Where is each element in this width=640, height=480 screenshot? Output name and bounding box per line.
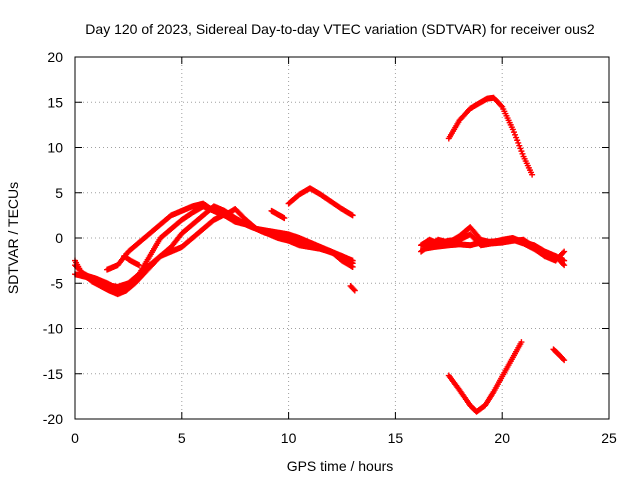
y-tick-label: 20	[47, 49, 63, 65]
data-point	[560, 356, 567, 363]
data-point	[519, 150, 526, 157]
series-arc-g	[285, 185, 356, 219]
data-point	[561, 357, 568, 364]
axis-ticks: 0 5 10 15 20 25 -20 -15 -10 -5 0 5 10 15 20	[43, 49, 617, 446]
data-point	[264, 230, 271, 237]
y-axis-label: SDTVAR / TECUs	[5, 182, 21, 294]
data-point	[510, 129, 517, 136]
data-point	[509, 126, 516, 133]
data-point	[351, 287, 358, 294]
series-arc-n	[550, 346, 568, 364]
y-tick-label: -20	[43, 411, 63, 427]
data-point	[136, 262, 143, 269]
grid	[75, 57, 609, 419]
series-arc-d	[104, 200, 271, 273]
series-arc-c	[72, 211, 356, 290]
y-tick-label: -10	[43, 321, 63, 337]
data-point	[498, 102, 505, 109]
x-tick-label: 10	[281, 430, 297, 446]
data-point	[349, 212, 356, 219]
series-arc-f	[268, 207, 288, 222]
plot-frame	[74, 56, 610, 420]
y-tick-label: 10	[47, 140, 63, 156]
series-arc-h	[347, 282, 358, 294]
chart-title: Day 120 of 2023, Sidereal Day-to-day VTE…	[85, 21, 595, 37]
x-tick-label: 15	[388, 430, 404, 446]
x-tick-label: 20	[494, 430, 510, 446]
y-tick-label: -15	[43, 366, 63, 382]
series-arc-e	[121, 253, 143, 269]
data-point	[349, 263, 356, 270]
data-point	[516, 142, 523, 149]
data-point	[513, 134, 520, 141]
series-arc-l	[445, 94, 536, 178]
data-point	[561, 262, 568, 269]
series-arc-k	[420, 236, 568, 269]
data-point	[281, 215, 288, 222]
series-arc-m	[445, 339, 525, 415]
y-tick-label: 0	[55, 230, 63, 246]
y-tick-label: -5	[51, 275, 64, 291]
data-point	[518, 148, 525, 155]
data-point	[514, 137, 521, 144]
x-tick-label: 5	[178, 430, 186, 446]
x-axis-label: GPS time / hours	[287, 458, 394, 474]
data-point	[529, 171, 536, 178]
x-tick-label: 25	[601, 430, 617, 446]
data-point	[515, 139, 522, 146]
x-tick-label: 0	[71, 430, 79, 446]
data-point	[518, 339, 525, 346]
data-points	[72, 94, 568, 415]
y-tick-label: 15	[47, 94, 63, 110]
data-point	[350, 286, 357, 293]
data-point	[512, 131, 519, 138]
y-tick-label: 5	[55, 185, 63, 201]
data-point	[560, 261, 567, 268]
data-point	[517, 145, 524, 152]
data-point	[561, 248, 568, 255]
data-point	[560, 249, 567, 256]
